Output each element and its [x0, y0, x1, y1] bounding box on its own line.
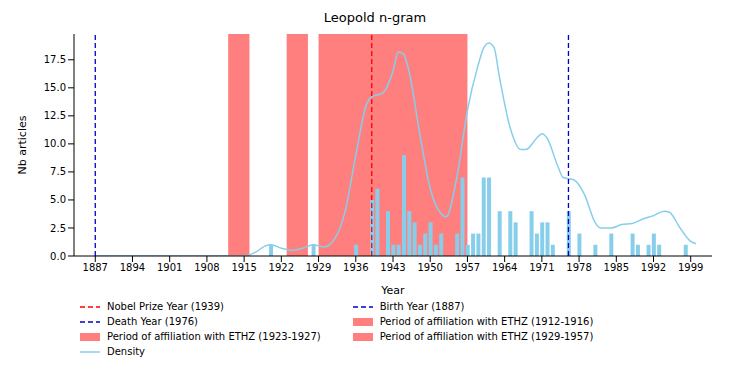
html-text:Density: Density: [107, 346, 145, 357]
html-text:Nobel Prize Year (1939): Nobel Prize Year (1939): [107, 301, 224, 312]
svg-text:15.0: 15.0: [44, 82, 66, 93]
svg-text:7.5: 7.5: [50, 166, 66, 177]
svg-text:12.5: 12.5: [44, 110, 66, 121]
html-text:Death Year (1976): Death Year (1976): [107, 316, 198, 327]
svg-text:1915: 1915: [231, 262, 256, 273]
svg-text:1971: 1971: [529, 262, 554, 273]
svg-text:1957: 1957: [455, 262, 480, 273]
svg-text:1992: 1992: [641, 262, 666, 273]
html-text:Period of affiliation with ETH: Period of affiliation with ETHZ (1912-19…: [379, 316, 594, 327]
svg-text:1929: 1929: [306, 262, 331, 273]
svg-text:1964: 1964: [492, 262, 517, 273]
svg-text:1894: 1894: [120, 262, 145, 273]
svg-text:1985: 1985: [604, 262, 629, 273]
svg-text:2.5: 2.5: [50, 223, 66, 234]
html-text:Leopold n-gram: Leopold n-gram: [323, 10, 427, 25]
svg-text:1978: 1978: [566, 262, 591, 273]
svg-text:1901: 1901: [157, 262, 182, 273]
svg-text:1950: 1950: [417, 262, 442, 273]
svg-text:1999: 1999: [678, 262, 703, 273]
svg-text:10.0: 10.0: [44, 138, 66, 149]
svg-text:1887: 1887: [83, 262, 108, 273]
svg-text:1936: 1936: [343, 262, 368, 273]
html-text:Birth Year (1887): Birth Year (1887): [379, 301, 465, 312]
svg-text:5.0: 5.0: [50, 194, 66, 205]
svg-text:1922: 1922: [269, 262, 294, 273]
svg-text:Nb articles: Nb articles: [16, 115, 29, 174]
svg-text:1943: 1943: [380, 262, 405, 273]
svg-text:Year: Year: [380, 284, 405, 297]
html-text:Period of affiliation with ETH: Period of affiliation with ETHZ (1923-19…: [107, 331, 321, 342]
html-text:Period of affiliation with ETH: Period of affiliation with ETHZ (1929-19…: [379, 331, 594, 342]
svg-text:1908: 1908: [194, 262, 219, 273]
svg-text:0.0: 0.0: [50, 251, 66, 262]
svg-text:17.5: 17.5: [44, 54, 66, 65]
